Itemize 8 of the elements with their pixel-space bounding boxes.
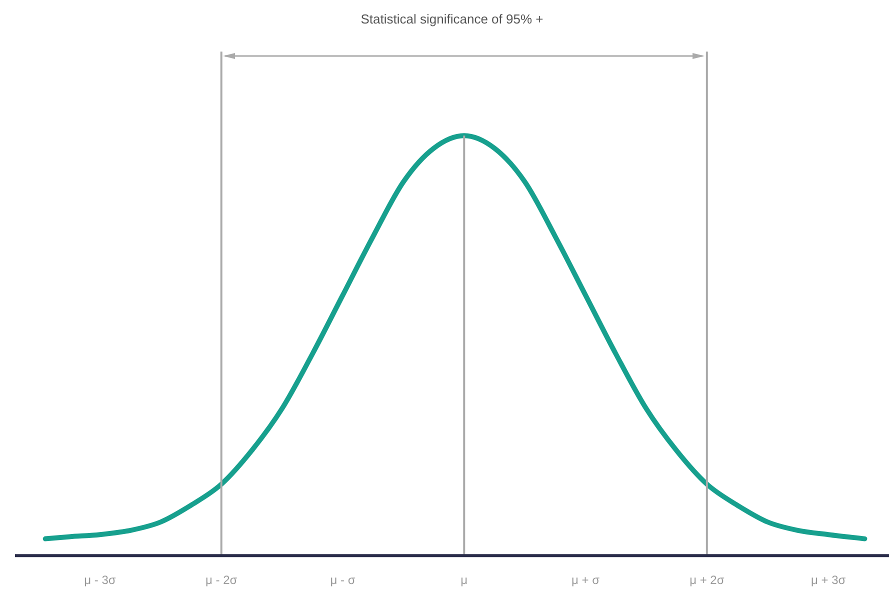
x-tick-label: μ - 3σ	[84, 573, 116, 588]
x-tick-label: μ + 2σ	[690, 573, 725, 588]
x-tick-label: μ + σ	[572, 573, 600, 588]
chart-title: Statistical significance of 95% +	[360, 11, 544, 26]
x-tick-label: μ - 2σ	[206, 573, 238, 588]
x-tick-label: μ + 3σ	[810, 573, 846, 588]
x-tick-label: μ - σ	[330, 573, 356, 588]
x-tick-label: μ	[460, 573, 468, 588]
